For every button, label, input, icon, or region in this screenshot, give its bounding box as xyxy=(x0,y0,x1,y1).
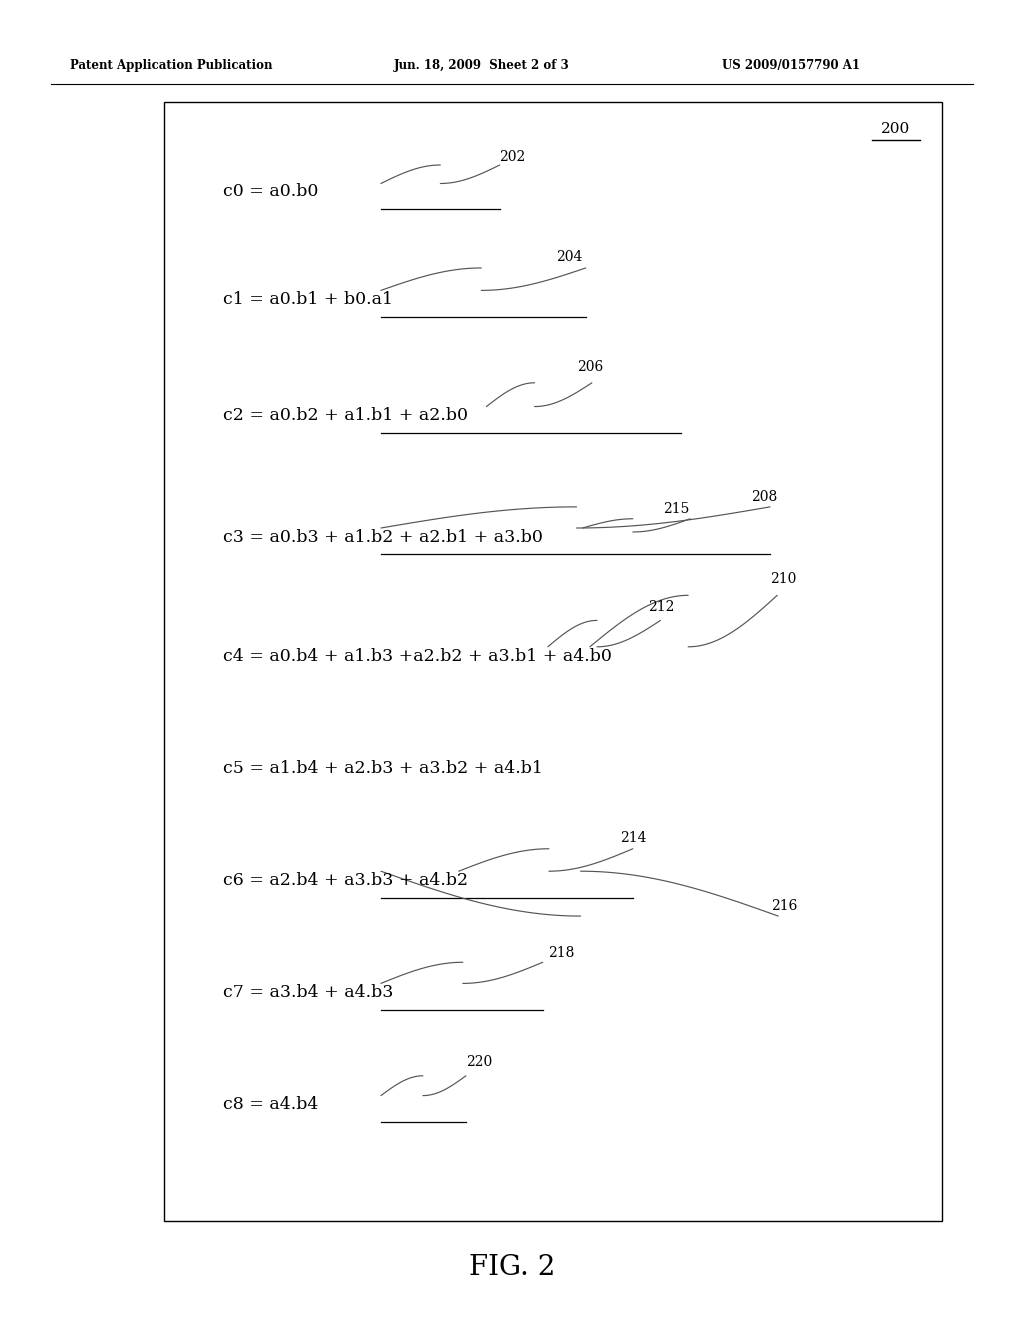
Text: 216: 216 xyxy=(771,899,798,913)
Text: c8 = a4.b4: c8 = a4.b4 xyxy=(223,1097,318,1113)
Text: c0 = a0.b0: c0 = a0.b0 xyxy=(223,183,318,199)
Text: 204: 204 xyxy=(556,249,583,264)
Text: 208: 208 xyxy=(751,490,777,504)
Text: Jun. 18, 2009  Sheet 2 of 3: Jun. 18, 2009 Sheet 2 of 3 xyxy=(394,59,570,73)
Text: 215: 215 xyxy=(664,502,690,516)
Text: FIG. 2: FIG. 2 xyxy=(469,1254,555,1280)
Text: c7 = a3.b4 + a4.b3: c7 = a3.b4 + a4.b3 xyxy=(223,985,393,1001)
Text: c5 = a1.b4 + a2.b3 + a3.b2 + a4.b1: c5 = a1.b4 + a2.b3 + a3.b2 + a4.b1 xyxy=(223,760,543,776)
Text: 218: 218 xyxy=(548,945,574,960)
Text: 220: 220 xyxy=(466,1055,493,1069)
Text: 206: 206 xyxy=(578,359,604,374)
Text: c1 = a0.b1 + b0.a1: c1 = a0.b1 + b0.a1 xyxy=(223,292,393,308)
Text: c2 = a0.b2 + a1.b1 + a2.b0: c2 = a0.b2 + a1.b1 + a2.b0 xyxy=(223,408,468,424)
Text: 200: 200 xyxy=(882,121,910,136)
Text: 214: 214 xyxy=(621,830,647,845)
Text: Patent Application Publication: Patent Application Publication xyxy=(70,59,272,73)
Bar xyxy=(164,102,942,1221)
Text: 212: 212 xyxy=(648,599,675,614)
Text: US 2009/0157790 A1: US 2009/0157790 A1 xyxy=(722,59,860,73)
Text: 210: 210 xyxy=(770,572,797,586)
Text: c4 = a0.b4 + a1.b3 +a2.b2 + a3.b1 + a4.b0: c4 = a0.b4 + a1.b3 +a2.b2 + a3.b1 + a4.b… xyxy=(223,648,612,664)
Text: c6 = a2.b4 + a3.b3 + a4.b2: c6 = a2.b4 + a3.b3 + a4.b2 xyxy=(223,873,468,888)
Text: 202: 202 xyxy=(499,149,525,164)
Text: c3 = a0.b3 + a1.b2 + a2.b1 + a3.b0: c3 = a0.b3 + a1.b2 + a2.b1 + a3.b0 xyxy=(223,529,543,545)
